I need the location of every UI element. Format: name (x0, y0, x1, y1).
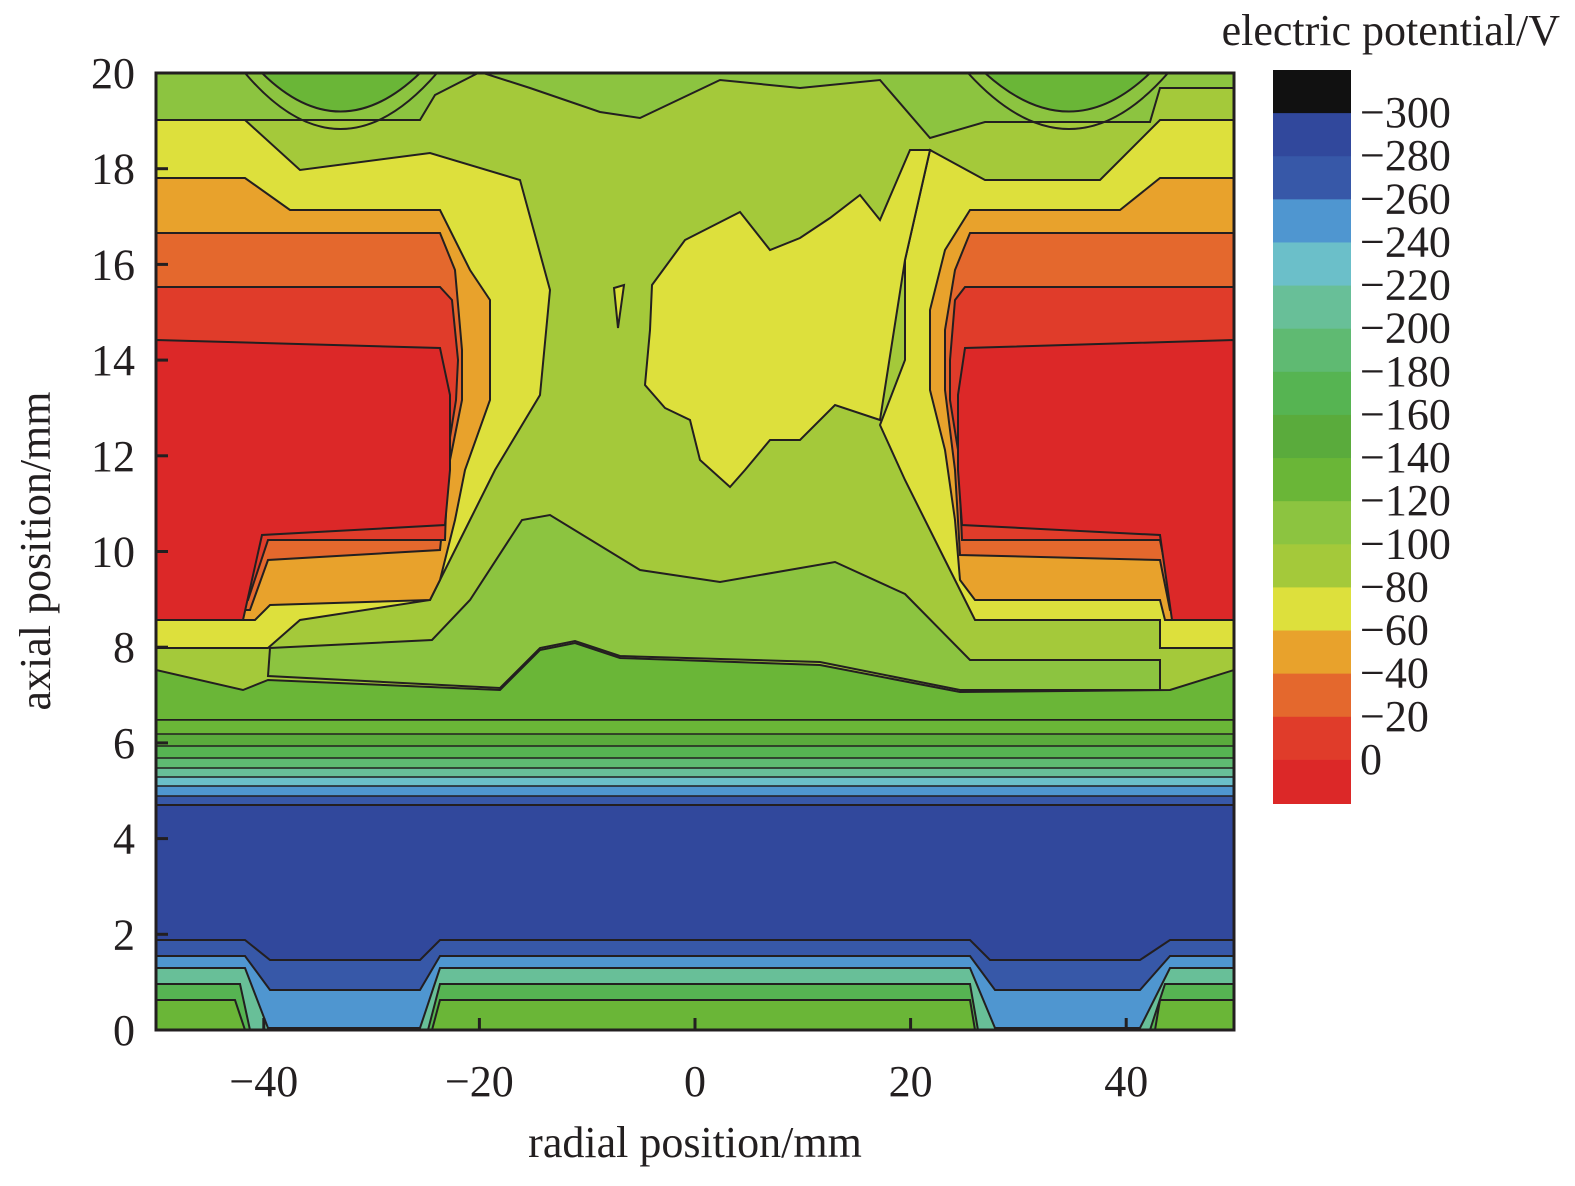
contour-fills (156, 73, 1234, 1030)
region-mid-green (266, 513, 1161, 691)
x-tick-label-1: −20 (445, 1057, 514, 1106)
colorbar-label-10: −100 (1360, 519, 1451, 568)
colorbar-cell-1 (1273, 156, 1351, 201)
x-axis: −40 −20 0 20 40 (229, 1018, 1148, 1106)
region-central-island (643, 149, 932, 489)
colorbar-label-4: −220 (1360, 261, 1451, 310)
y-axis-label: axial position/mm (11, 392, 60, 711)
colorbar-cell-9 (1273, 501, 1351, 546)
colorbar-cell-15 (1273, 759, 1351, 804)
colorbar-label-7: −160 (1360, 390, 1451, 439)
colorbar-label-9: −120 (1360, 476, 1451, 525)
contour-strip-6 (156, 786, 1234, 796)
region-bottom-5 (156, 999, 1234, 1030)
contour-strip-1 (156, 734, 1234, 746)
y-tick-label-10: 20 (91, 49, 135, 98)
region-top-right-well (983, 73, 1152, 113)
colorbar-label-3: −240 (1360, 217, 1451, 266)
y-axis: 0 2 4 6 8 10 12 14 16 18 20 (91, 49, 168, 1055)
colorbar-cell-12 (1273, 630, 1351, 675)
contour-strip-5 (156, 777, 1234, 786)
colorbar-cell-6 (1273, 371, 1351, 416)
contour-strip-3 (156, 758, 1234, 768)
colorbar-label-15: 0 (1360, 735, 1382, 784)
region-sliver (612, 283, 626, 329)
region-top-left-ring (244, 73, 438, 130)
colorbar-cell-7 (1273, 414, 1351, 460)
colorbar-label-12: −60 (1360, 606, 1429, 655)
colorbar-cell-5 (1273, 328, 1351, 373)
y-tick-label-5: 10 (91, 528, 135, 577)
colorbar-label-14: −20 (1360, 692, 1429, 741)
contour-strip-4 (156, 768, 1234, 777)
contour-lines (156, 719, 1234, 806)
colorbar-cell-8 (1273, 458, 1351, 503)
colorbar-cell-13 (1273, 673, 1351, 718)
region-lower-green (156, 641, 1234, 721)
colorbar-cell-11 (1273, 587, 1351, 632)
colorbar-cell-0 (1273, 113, 1351, 158)
y-tick-label-0: 0 (113, 1006, 135, 1055)
x-tick-label-4: 40 (1104, 1057, 1148, 1106)
region-top-left-well (260, 73, 422, 113)
contour-strip-7 (156, 796, 1234, 805)
contour-strip-2 (156, 746, 1234, 758)
x-tick-label-0: −40 (229, 1057, 298, 1106)
colorbar-cell-10 (1273, 544, 1351, 589)
colorbar: −300−280−260−240−220−200−180−160−140−120… (1273, 70, 1451, 804)
colorbar-label-2: −260 (1360, 174, 1451, 223)
colorbar-label-1: −280 (1360, 131, 1451, 180)
colorbar-label-13: −40 (1360, 649, 1429, 698)
colorbar-label-8: −140 (1360, 433, 1451, 482)
colorbar-cell-2 (1273, 199, 1351, 244)
region-top-right-ring (967, 73, 1169, 130)
region-left-core (156, 338, 451, 621)
y-tick-label-6: 12 (91, 432, 135, 481)
y-tick-label-1: 2 (113, 910, 135, 959)
y-tick-label-7: 14 (91, 336, 135, 385)
colorbar-title: electric potential/V (1222, 6, 1561, 55)
x-tick-label-3: 20 (889, 1057, 933, 1106)
colorbar-cell-3 (1273, 242, 1351, 287)
colorbar-label-5: −200 (1360, 304, 1451, 353)
colorbar-cell-4 (1273, 285, 1351, 330)
contour-strip-0 (156, 720, 1234, 734)
y-tick-label-3: 6 (113, 719, 135, 768)
y-tick-label-2: 4 (113, 815, 135, 864)
colorbar-cell-14 (1273, 716, 1351, 761)
x-tick-label-2: 0 (684, 1057, 706, 1106)
x-axis-label: radial position/mm (528, 1118, 862, 1167)
region-top-green (156, 73, 1234, 140)
region-right-core (957, 338, 1234, 621)
colorbar-cell-top (1273, 70, 1351, 115)
colorbar-label-6: −180 (1360, 347, 1451, 396)
y-tick-label-9: 18 (91, 145, 135, 194)
y-tick-label-8: 16 (91, 240, 135, 289)
y-tick-label-4: 8 (113, 623, 135, 672)
colorbar-label-11: −80 (1360, 562, 1429, 611)
colorbar-label-0: −300 (1360, 88, 1451, 137)
